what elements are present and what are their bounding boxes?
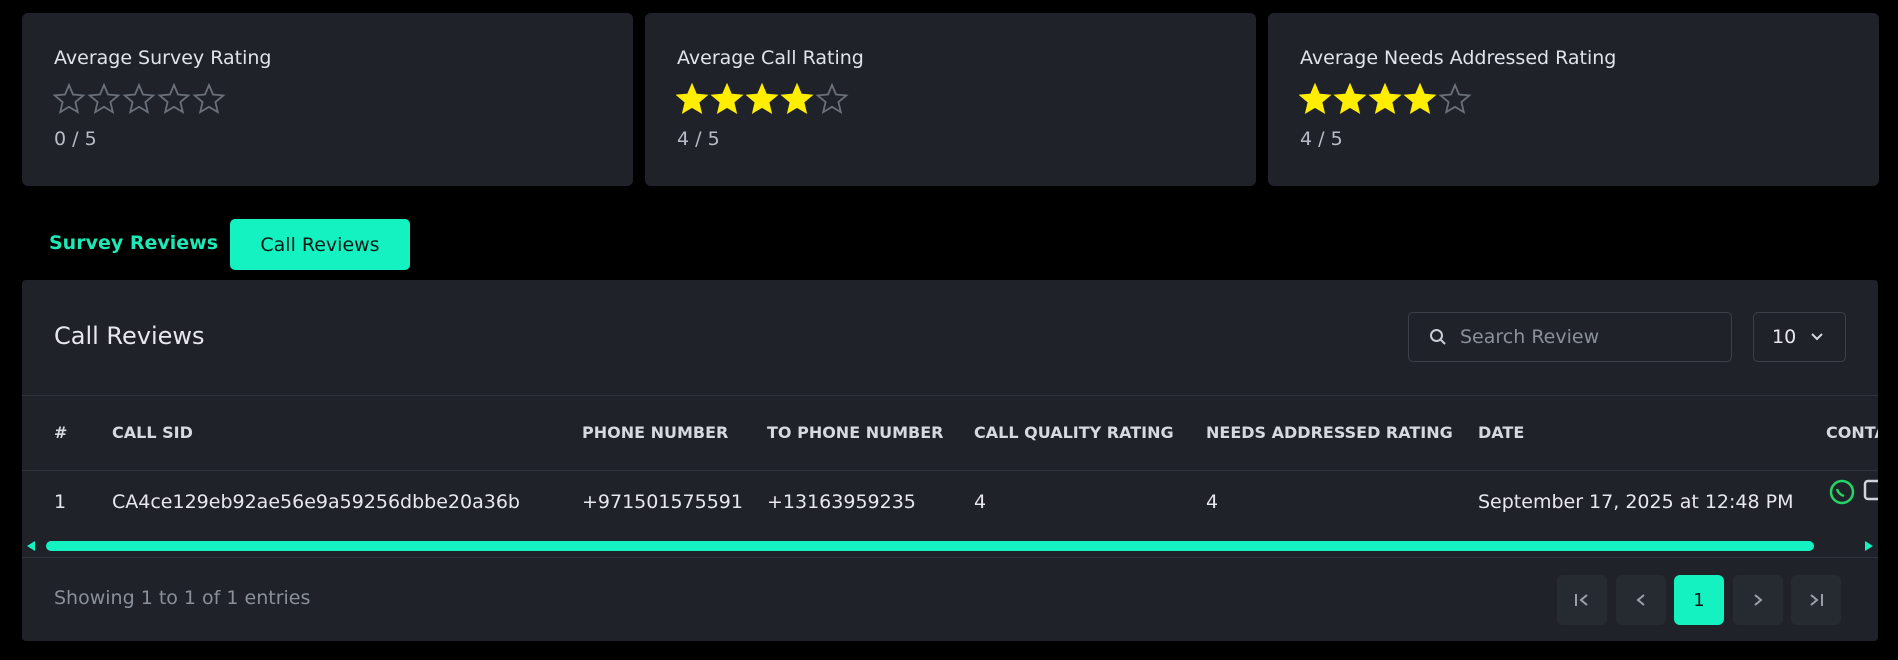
last-page[interactable] <box>1791 575 1841 625</box>
star <box>192 83 226 114</box>
rating-label: 4 / 5 <box>1300 128 1343 150</box>
page-size: 10 <box>1772 326 1797 348</box>
divider <box>22 470 1878 471</box>
search-placeholder: Search Review <box>1460 326 1600 348</box>
star <box>815 83 849 114</box>
column-header: NEEDS ADDRESSED RATING <box>1206 423 1453 442</box>
entries-summary: Showing 1 to 1 of 1 entries <box>54 587 311 609</box>
card-title: Average Needs Addressed Rating <box>1300 47 1617 69</box>
panel-title: Call Reviews <box>54 322 205 350</box>
table-cell: September 17, 2025 at 12:48 PM <box>1478 491 1794 513</box>
column-header: CONTACT <box>1826 423 1878 442</box>
star <box>1403 83 1437 114</box>
column-header: CALL SID <box>112 423 193 442</box>
rating-label: 0 / 5 <box>54 128 97 150</box>
star <box>676 83 709 114</box>
star <box>1368 83 1402 114</box>
star <box>1438 83 1472 114</box>
prev-page[interactable] <box>1616 575 1666 625</box>
divider <box>22 395 1878 396</box>
column-header: CALL QUALITY RATING <box>974 423 1174 442</box>
star <box>122 83 156 114</box>
star-rating <box>676 83 849 114</box>
rating-card: Average Needs Addressed Rating 4 / 5 <box>1268 13 1879 186</box>
page-size-select[interactable]: 10 <box>1753 312 1846 362</box>
rating-card: Average Call Rating 4 / 5 <box>645 13 1256 186</box>
divider <box>22 557 1878 558</box>
table-cell: +13163959235 <box>767 491 916 513</box>
search-icon <box>1430 329 1446 345</box>
tab-active[interactable]: Call Reviews <box>230 219 410 270</box>
table-cell: CA4ce129eb92ae56e9a59256dbbe20a36b <box>112 491 520 513</box>
star <box>745 83 779 114</box>
star <box>1333 83 1367 114</box>
next-page[interactable] <box>1733 575 1783 625</box>
current-page[interactable]: 1 <box>1674 575 1724 625</box>
star <box>157 83 191 114</box>
chevron <box>1811 333 1823 341</box>
star-rating <box>1299 83 1472 114</box>
star-rating <box>53 83 226 114</box>
star <box>53 83 86 114</box>
card-title: Average Survey Rating <box>54 47 272 69</box>
rating-card: Average Survey Rating 0 / 5 <box>22 13 633 186</box>
rating-label: 4 / 5 <box>677 128 720 150</box>
table-cell: 1 <box>54 491 67 513</box>
search-box[interactable]: Search Review <box>1408 312 1732 362</box>
table-cell: +971501575591 <box>582 491 743 513</box>
column-header: DATE <box>1478 423 1525 442</box>
scrollbar[interactable] <box>22 538 1878 554</box>
first-page[interactable] <box>1557 575 1607 625</box>
column-header: # <box>54 423 68 442</box>
table-cell: 4 <box>1206 491 1219 513</box>
table-panel: Call Reviews Search Review 10 # CALL SID P… <box>22 280 1878 641</box>
card-title: Average Call Rating <box>677 47 864 69</box>
table-cell: 4 <box>974 491 987 513</box>
star <box>780 83 814 114</box>
column-header: TO PHONE NUMBER <box>767 423 944 442</box>
star <box>87 83 121 114</box>
column-header: PHONE NUMBER <box>582 423 729 442</box>
tab[interactable]: Survey Reviews <box>49 232 219 254</box>
star <box>710 83 744 114</box>
star <box>1299 83 1332 114</box>
contact-icons[interactable] <box>1827 476 1878 508</box>
